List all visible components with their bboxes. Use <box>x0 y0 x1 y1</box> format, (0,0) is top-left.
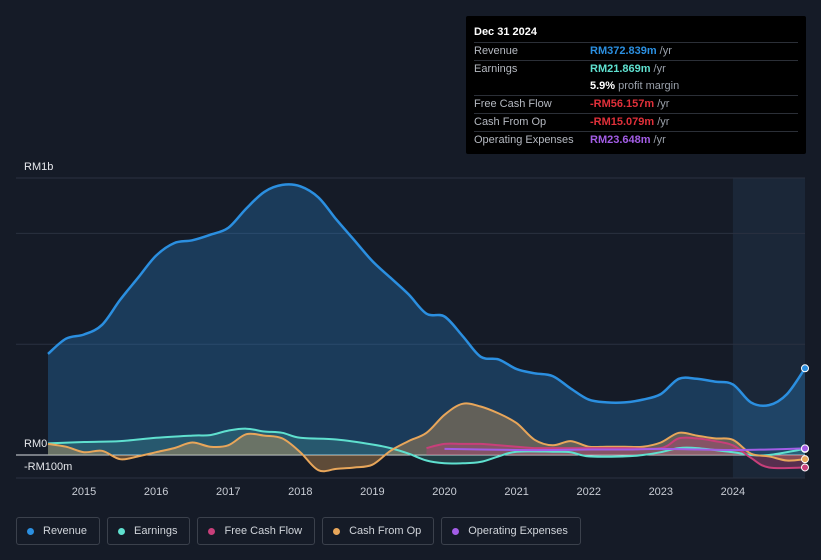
legend-dot-icon <box>452 527 460 535</box>
tooltip-row-unit: profit margin <box>618 80 680 92</box>
earnings-area <box>48 428 805 464</box>
tooltip-row-unit: /yr <box>659 45 672 57</box>
tooltip-row-unit: /yr <box>653 63 666 75</box>
x-tick-label: 2022 <box>576 486 600 498</box>
x-tick-label: 2015 <box>72 486 96 498</box>
free-cash-flow-line <box>426 436 806 470</box>
tooltip-row: 5.9% profit margin <box>474 78 798 95</box>
tooltip-row-label: Operating Expenses <box>474 134 574 146</box>
cash-from-op-end-dot <box>801 455 809 464</box>
cash-from-op-line <box>47 402 806 473</box>
legend-label: Free Cash Flow <box>224 525 303 537</box>
legend-dot-icon <box>208 527 216 535</box>
operating-expenses-end-dot <box>801 444 809 453</box>
revenue-line <box>47 183 807 408</box>
tooltip-row: Operating Expenses RM23.648m/yr <box>474 131 798 149</box>
y-axis-label-zero: RM0 <box>24 438 47 450</box>
legend-item-operating-expenses[interactable]: Operating Expenses <box>441 517 581 545</box>
tooltip-row-label: Earnings <box>474 63 518 75</box>
x-tick-label: 2023 <box>649 486 673 498</box>
tooltip-row-unit: /yr <box>653 134 666 146</box>
y-axis-label-bottom: -RM100m <box>24 461 72 473</box>
revenue-end-dot <box>801 364 809 373</box>
tooltip-row: Cash From Op -RM15.079m/yr <box>474 113 798 131</box>
legend-item-earnings[interactable]: Earnings <box>107 517 191 545</box>
legend-dot-icon <box>118 527 126 535</box>
chart-legend: Revenue Earnings Free Cash Flow Cash From O… <box>16 517 588 545</box>
chart-canvas: 2015 2016 2017 2018 2019 2020 2021 2022 2023 2024… <box>16 161 809 498</box>
tooltip-row-unit: /yr <box>657 98 670 110</box>
x-tick-label: 2017 <box>216 486 240 498</box>
x-tick-label: 2024 <box>721 486 745 498</box>
x-tick-label: 2019 <box>360 486 384 498</box>
x-tick-label: 2016 <box>144 486 168 498</box>
y-axis-label-top: RM1b <box>24 161 53 173</box>
tooltip-row-value: RM372.839m <box>590 45 657 57</box>
tooltip-date: Dec 31 2024 <box>474 26 537 38</box>
forecast-region <box>732 178 805 478</box>
tooltip-row: Revenue RM372.839m/yr <box>474 42 798 60</box>
revenue-area <box>48 184 805 455</box>
legend-dot-icon <box>333 527 341 535</box>
tooltip-row-value: -RM15.079m <box>590 116 655 128</box>
legend-label: Revenue <box>43 525 88 537</box>
tooltip-row: Free Cash Flow -RM56.157m/yr <box>474 95 798 113</box>
tooltip-row-unit: /yr <box>657 116 670 128</box>
legend-label: Cash From Op <box>349 525 422 537</box>
tooltip-row-value: 5.9% <box>590 80 616 92</box>
tooltip-row: Earnings RM21.869m/yr <box>474 60 798 78</box>
x-tick-label: 2018 <box>288 486 312 498</box>
tooltip-row-label: Free Cash Flow <box>474 98 552 110</box>
x-tick-label: 2021 <box>504 486 528 498</box>
tooltip-row-label: Cash From Op <box>474 116 547 128</box>
cash-from-op-area <box>48 403 805 472</box>
legend-item-revenue[interactable]: Revenue <box>16 517 101 545</box>
tooltip-row-value: RM23.648m <box>590 134 651 146</box>
legend-dot-icon <box>27 527 34 535</box>
operating-expenses-line <box>444 447 806 452</box>
x-tick-label: 2020 <box>432 486 456 498</box>
free-cash-flow-end-dot <box>801 463 809 472</box>
tooltip-row-value: RM21.869m <box>590 63 651 75</box>
legend-item-free-cash-flow[interactable]: Free Cash Flow <box>197 517 316 545</box>
tooltip-row-label: Revenue <box>474 45 519 57</box>
tooltip-row-value: -RM56.157m <box>590 98 655 110</box>
data-tooltip: Dec 31 2024 Revenue RM372.839m/yr Earnings… <box>466 16 806 154</box>
legend-label: Earnings <box>134 525 178 537</box>
free-cash-flow-area <box>426 437 805 469</box>
tooltip-row-label <box>474 78 590 95</box>
legend-item-cash-from-op[interactable]: Cash From Op <box>322 517 435 545</box>
legend-label: Operating Expenses <box>468 525 568 537</box>
